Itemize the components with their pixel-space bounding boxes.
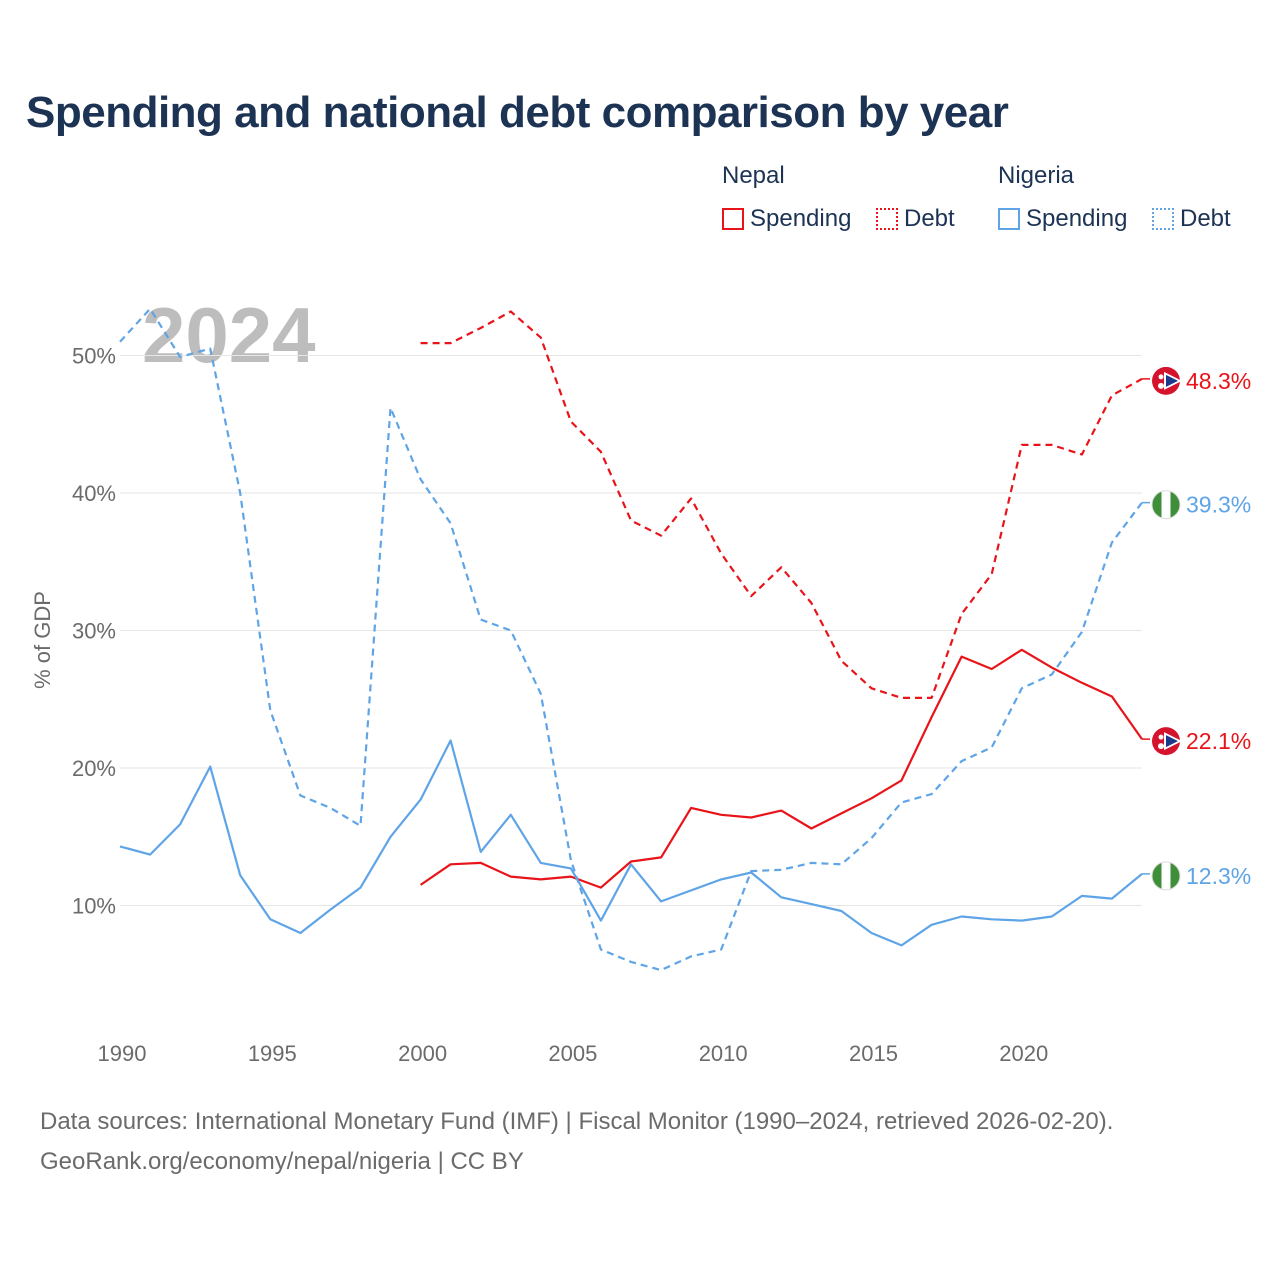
x-tick-label: 1990 [98, 1041, 147, 1066]
x-tick-label: 2005 [548, 1041, 597, 1066]
legend-swatch-solid-icon [722, 208, 744, 230]
x-tick-label: 2010 [699, 1041, 748, 1066]
x-tick-label: 2000 [398, 1041, 447, 1066]
legend-swatch-dotted-icon [876, 208, 898, 230]
end-value-label: 22.1% [1186, 728, 1251, 754]
y-tick-label: 40% [72, 481, 116, 506]
legend-swatch-solid-icon [998, 208, 1020, 230]
series-line-nigeria-debt [119, 307, 1143, 972]
legend-nigeria-spending[interactable]: Spending [998, 204, 1127, 234]
chart-title: Spending and national debt comparison by… [26, 88, 1009, 137]
year-overlay: 2024 [142, 291, 316, 379]
x-tick-label: 1995 [248, 1041, 297, 1066]
legend-nigeria-debt[interactable]: Debt [1152, 204, 1231, 234]
credit-line: GeoRank.org/economy/nepal/nigeria | CC B… [40, 1148, 524, 1175]
legend-nigeria-spending-label: Spending [1026, 205, 1128, 232]
nigeria-flag-icon [1151, 490, 1181, 520]
legend-nigeria-label: Nigeria [998, 162, 1075, 189]
y-tick-label: 20% [72, 756, 116, 781]
nepal-flag-icon [1152, 366, 1182, 395]
legend-nigeria-debt-label: Debt [1180, 205, 1231, 232]
series-line-nepal-spending [419, 648, 1143, 889]
y-tick-label: 30% [72, 619, 116, 644]
legend-swatch-dotted-icon [1152, 208, 1174, 230]
data-sources: Data sources: International Monetary Fun… [40, 1108, 1114, 1135]
y-tick-label: 50% [72, 344, 116, 369]
x-tick-label: 2020 [999, 1041, 1048, 1066]
x-tick-label: 2015 [849, 1041, 898, 1066]
legend-nepal-spending-label: Spending [750, 205, 852, 232]
legend-nepal-label: Nepal [722, 162, 785, 189]
legend-nepal-spending[interactable]: Spending [722, 204, 851, 234]
end-value-label: 12.3% [1186, 863, 1251, 889]
series-line-nepal-debt [420, 310, 1143, 700]
y-tick-label: 10% [72, 894, 116, 919]
y-axis-label: % of GDP [30, 591, 55, 689]
nigeria-flag-icon [1151, 861, 1181, 891]
legend-nepal-debt-label: Debt [904, 205, 955, 232]
end-value-label: 48.3% [1186, 368, 1251, 394]
nepal-flag-icon [1152, 727, 1182, 756]
legend-nepal-debt[interactable]: Debt [876, 204, 955, 234]
end-value-label: 39.3% [1186, 492, 1251, 518]
series-line-nigeria-spending [119, 739, 1143, 947]
